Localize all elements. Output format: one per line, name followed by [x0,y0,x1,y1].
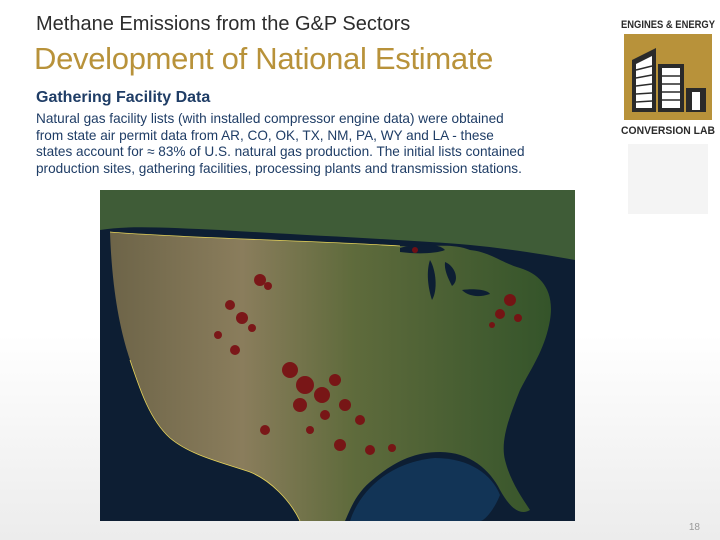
slide-subtitle: Methane Emissions from the G&P Sectors [36,13,411,35]
us-satellite-map [100,190,575,521]
body-line: production sites, gathering facilities, … [36,160,522,176]
body-paragraph: Natural gas facility lists (with install… [36,111,636,177]
page-number: 18 [688,522,700,533]
section-heading: Gathering Facility Data [36,89,211,106]
slide-title: Development of National Estimate [34,41,494,76]
engines-energy-lab-logo: ENGINES & ENERGY CONVERSION LAB [618,4,718,214]
logo-line1: ENGINES & ENERGY [621,19,716,31]
facility-points [214,247,522,455]
logo-line2: CONVERSION LAB [621,125,715,137]
body-line: from state air permit data from AR, CO, … [36,127,494,143]
body-line: Natural gas facility lists (with install… [36,111,504,126]
body-line: states account for ≈ 83% of U.S. natural… [36,144,525,159]
